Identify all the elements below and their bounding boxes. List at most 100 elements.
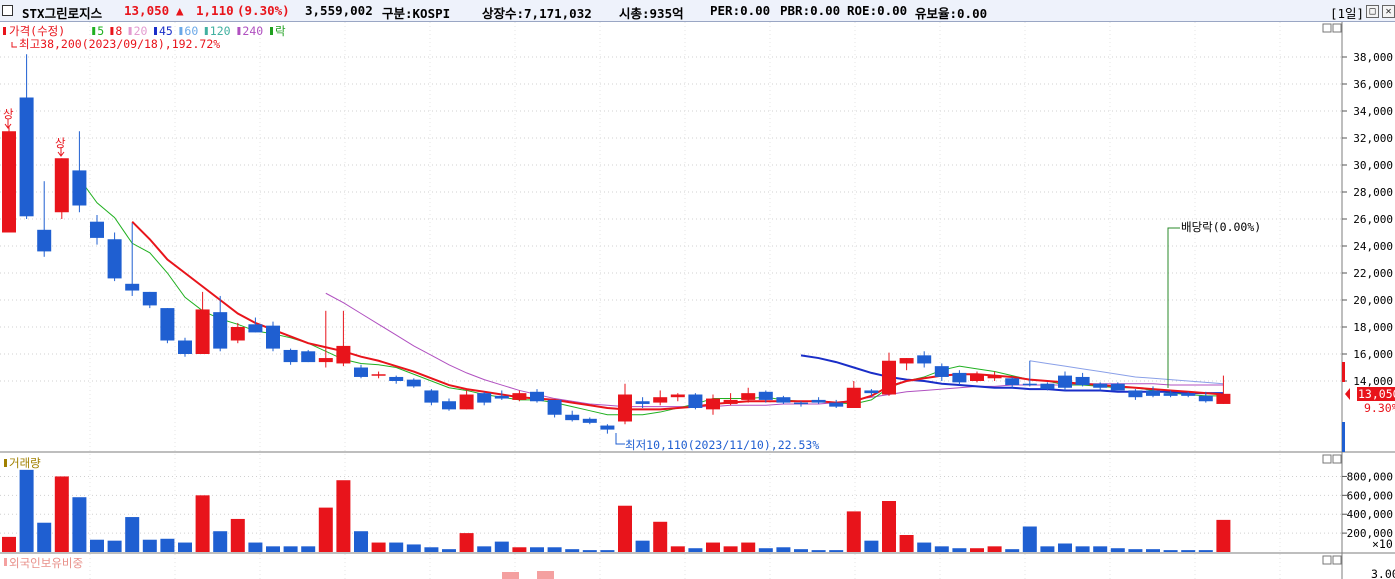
volume-value: 3,559,002 (305, 3, 373, 18)
candle (336, 310, 351, 367)
checkbox-icon[interactable] (2, 5, 13, 16)
volume-bar (1181, 550, 1196, 552)
volume-bar (213, 531, 228, 552)
volume-bar (301, 546, 316, 552)
candle (318, 310, 333, 368)
candle (618, 383, 632, 425)
volume-tick-label: 600,000 (1347, 489, 1393, 502)
close-icon[interactable]: ✕ (1382, 5, 1395, 18)
volume-bar (987, 546, 1002, 552)
legend-item: 45 (154, 24, 173, 38)
candle (653, 390, 668, 406)
volume-axis: 200,000 400,000 600,000 800,000 (1342, 470, 1393, 540)
maximize-icon[interactable]: □ (1366, 5, 1379, 18)
svg-text:240: 240 (242, 24, 263, 38)
volume-bar (547, 547, 562, 552)
svg-text:최고38,200(2023/09/18),192.72%: 최고38,200(2023/09/18),192.72% (19, 37, 220, 51)
candle (794, 401, 808, 407)
candle (829, 399, 844, 408)
volume-bar (424, 547, 439, 552)
stock-name[interactable]: STX그린로지스 (22, 6, 103, 21)
price-tick-label: 38,000 (1353, 51, 1393, 64)
candle (547, 399, 562, 418)
candle (266, 321, 280, 352)
svg-text:45: 45 (159, 24, 173, 38)
volume-bar (899, 535, 914, 552)
volume-bar (846, 511, 861, 552)
volume-bar (160, 538, 175, 552)
volume-bar (1022, 526, 1037, 552)
candle (389, 375, 404, 384)
volume-bar (934, 546, 949, 552)
volume-bar (758, 548, 773, 552)
volume-bar (811, 550, 826, 552)
foreign-legend: 외국인보유비중 3.00 (4, 556, 1395, 579)
candle (688, 393, 703, 410)
volume-bar (1075, 546, 1090, 552)
volume-bar (37, 522, 52, 552)
svg-text:배당락(0.00%): 배당락(0.00%) (1181, 220, 1261, 234)
volume-bar (1058, 543, 1072, 552)
volume-bar (72, 497, 87, 552)
foreign-ownership-bars (502, 571, 554, 579)
candle (283, 348, 298, 365)
candle (512, 390, 527, 402)
volume-bar (266, 546, 280, 552)
candle (600, 424, 615, 434)
svg-text:60: 60 (184, 24, 198, 38)
dividend-annotation: 배당락(0.00%) (1167, 220, 1261, 388)
candle (530, 389, 544, 403)
volume-bar (952, 548, 967, 552)
candle (248, 317, 263, 333)
candle (987, 371, 1002, 381)
period-selector[interactable]: [1일] (1330, 6, 1365, 21)
candle (723, 393, 738, 406)
price-legend: 가격(수정) 5 8 20 45 60 120 240 락 (3, 24, 286, 38)
volume-bar (442, 549, 456, 552)
candle (758, 390, 773, 403)
volume-bars (2, 469, 1231, 552)
volume-bar (371, 542, 386, 552)
candlestick-series (2, 54, 1231, 434)
candle (846, 381, 861, 408)
volume-bar (882, 501, 896, 552)
candle (917, 351, 932, 368)
candle (477, 391, 492, 406)
per-value: PER:0.00 (710, 3, 771, 18)
candle (899, 358, 914, 371)
candle (90, 214, 104, 245)
svg-text:최저10,110(2023/11/10),22.53%: 최저10,110(2023/11/10),22.53% (625, 438, 819, 452)
candle (213, 295, 228, 352)
price-tick-label: 34,000 (1353, 105, 1393, 118)
candle (19, 54, 34, 219)
panel-buttons[interactable] (1322, 23, 1342, 565)
candle (1128, 389, 1143, 400)
price-tick-label: 36,000 (1353, 78, 1393, 91)
retention-ratio: 유보율:0.00 (915, 6, 988, 21)
candle (1022, 360, 1037, 387)
candle (1216, 375, 1231, 404)
price-tick-label: 26,000 (1353, 213, 1393, 226)
limit-up-marker: 상 (55, 136, 66, 157)
stock-chart[interactable]: 14,000 16,000 18,000 20,000 22,000 24,000 26,0… (0, 22, 1395, 579)
volume-bar (178, 542, 192, 552)
price-change-pct: (9.30%) (237, 3, 290, 18)
candle (371, 371, 386, 379)
legend-item: 5 (92, 24, 104, 38)
price-tick-label: 22,000 (1353, 267, 1393, 280)
candle (354, 364, 368, 379)
volume-bar (741, 542, 756, 552)
volume-bar (1216, 519, 1231, 552)
candle (107, 232, 122, 282)
candle (952, 370, 967, 386)
market-type: 구분:KOSPI (382, 6, 451, 21)
volume-bar (794, 549, 808, 552)
ma-trend-line (1029, 360, 1224, 385)
volume-bar (1110, 548, 1125, 552)
volume-bar (829, 550, 844, 552)
svg-text:락: 락 (275, 24, 286, 38)
volume-bar (723, 546, 738, 552)
candle (776, 395, 791, 404)
volume-bar (565, 549, 580, 552)
candle (670, 393, 685, 402)
